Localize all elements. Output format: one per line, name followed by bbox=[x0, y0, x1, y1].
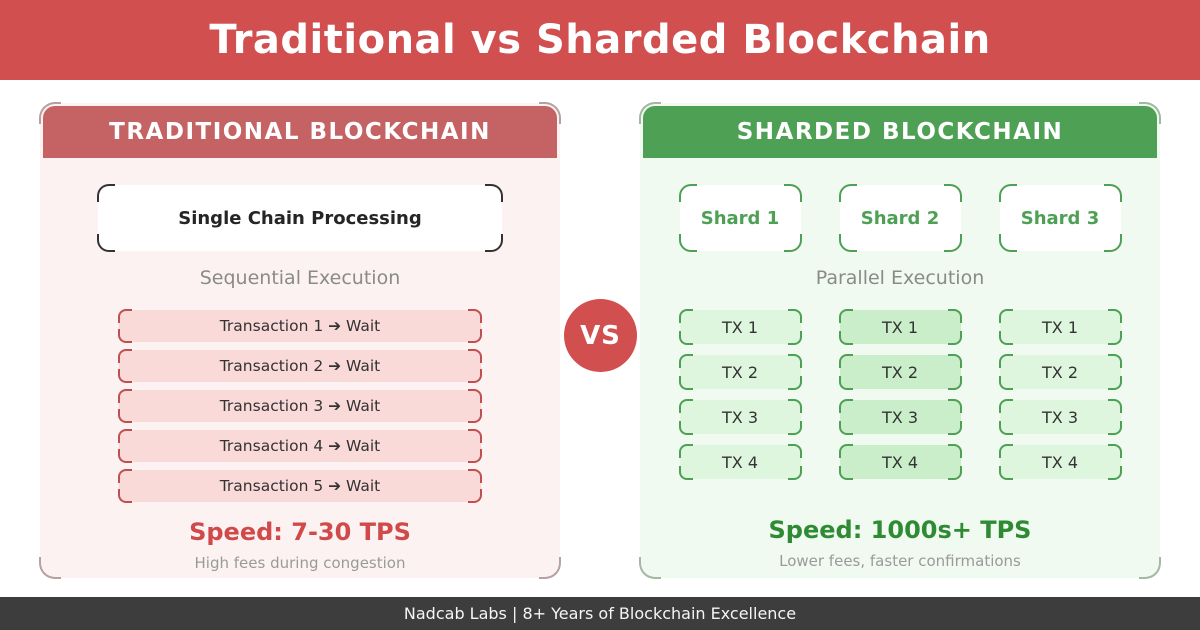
sharded-panel-header: SHARDED BLOCKCHAIN bbox=[643, 106, 1157, 158]
traditional-panel-header: TRADITIONAL BLOCKCHAIN bbox=[43, 106, 557, 158]
shard-2-tx-cell: TX 3 bbox=[838, 399, 962, 435]
title-banner: Traditional vs Sharded Blockchain bbox=[0, 0, 1200, 80]
shard-1-tx-cell: TX 3 bbox=[678, 399, 802, 435]
shard-3-tx-cell: TX 2 bbox=[998, 354, 1122, 390]
shard-box: Shard 2 bbox=[838, 184, 962, 252]
shard-2-tx-cell-label: TX 2 bbox=[882, 362, 918, 382]
shard-2-tx-cell-label: TX 1 bbox=[882, 317, 918, 337]
shard-3-tx-cell-label: TX 2 bbox=[1042, 362, 1078, 382]
sequential-execution-label: Sequential Execution bbox=[199, 267, 401, 289]
shard-3-tx-cell-label: TX 1 bbox=[1042, 317, 1078, 337]
transaction-row-label: Transaction 1 ➔ Wait bbox=[219, 317, 381, 335]
parallel-execution-label: Parallel Execution bbox=[815, 267, 985, 289]
shard-1-tx-column: TX 1 TX 2 TX 3 TX 4 bbox=[678, 309, 802, 480]
shard-1-tx-cell-label: TX 2 bbox=[722, 362, 758, 382]
shard-box-label: Shard 1 bbox=[700, 207, 780, 229]
shard-3-tx-column: TX 1 TX 2 TX 3 TX 4 bbox=[998, 309, 1122, 480]
shard-2-tx-column: TX 1 TX 2 TX 3 TX 4 bbox=[838, 309, 962, 480]
transaction-list: Transaction 1 ➔ Wait Transaction 2 ➔ Wait… bbox=[40, 309, 560, 503]
shard-box: Shard 1 bbox=[678, 184, 802, 252]
transaction-row: Transaction 1 ➔ Wait bbox=[118, 309, 482, 343]
shard-box: Shard 3 bbox=[998, 184, 1122, 252]
traditional-panel: TRADITIONAL BLOCKCHAIN Single Chain Proc… bbox=[39, 102, 561, 579]
sharded-speed-text: Speed: 1000s+ TPS bbox=[768, 516, 1032, 544]
shard-2-tx-cell: TX 2 bbox=[838, 354, 962, 390]
footer-text: Nadcab Labs | 8+ Years of Blockchain Exc… bbox=[403, 604, 797, 623]
footer-bar: Nadcab Labs | 8+ Years of Blockchain Exc… bbox=[0, 597, 1200, 630]
transaction-row-label: Transaction 5 ➔ Wait bbox=[219, 477, 381, 495]
tx-grid: TX 1 TX 2 TX 3 TX 4 TX 1 TX 2 TX 3 TX 4 TX 1 TX 2… bbox=[640, 309, 1160, 480]
vs-label: VS bbox=[580, 320, 621, 351]
main-title: Traditional vs Sharded Blockchain bbox=[209, 17, 991, 63]
shard-1-tx-cell: TX 4 bbox=[678, 444, 802, 480]
traditional-speed-text: Speed: 7-30 TPS bbox=[189, 518, 411, 546]
transaction-row: Transaction 2 ➔ Wait bbox=[118, 349, 482, 383]
shard-3-tx-cell: TX 1 bbox=[998, 309, 1122, 345]
shard-2-tx-cell-label: TX 4 bbox=[882, 452, 918, 472]
shard-3-tx-cell-label: TX 4 bbox=[1042, 452, 1078, 472]
shard-3-tx-cell: TX 4 bbox=[998, 444, 1122, 480]
sharded-panel: SHARDED BLOCKCHAIN Shard 1 Shard 2 Shard 3… bbox=[639, 102, 1161, 579]
transaction-row-label: Transaction 3 ➔ Wait bbox=[219, 397, 381, 415]
shard-1-tx-cell: TX 1 bbox=[678, 309, 802, 345]
transaction-row: Transaction 5 ➔ Wait bbox=[118, 469, 482, 503]
vs-badge: VS bbox=[564, 299, 637, 372]
transaction-row: Transaction 3 ➔ Wait bbox=[118, 389, 482, 423]
shard-2-tx-cell: TX 4 bbox=[838, 444, 962, 480]
shard-box-label: Shard 3 bbox=[1020, 207, 1100, 229]
transaction-row-label: Transaction 2 ➔ Wait bbox=[219, 357, 381, 375]
shard-1-tx-cell-label: TX 4 bbox=[722, 452, 758, 472]
transaction-row-label: Transaction 4 ➔ Wait bbox=[219, 437, 381, 455]
single-chain-box: Single Chain Processing bbox=[97, 184, 503, 252]
shard-row: Shard 1 Shard 2 Shard 3 bbox=[640, 184, 1160, 252]
single-chain-label: Single Chain Processing bbox=[178, 207, 422, 229]
traditional-note-text: High fees during congestion bbox=[194, 554, 406, 572]
transaction-row: Transaction 4 ➔ Wait bbox=[118, 429, 482, 463]
shard-1-tx-cell-label: TX 3 bbox=[722, 407, 758, 427]
sharded-note-text: Lower fees, faster confirmations bbox=[779, 552, 1021, 570]
shard-1-tx-cell: TX 2 bbox=[678, 354, 802, 390]
shard-3-tx-cell-label: TX 3 bbox=[1042, 407, 1078, 427]
shard-3-tx-cell: TX 3 bbox=[998, 399, 1122, 435]
shard-1-tx-cell-label: TX 1 bbox=[722, 317, 758, 337]
shard-2-tx-cell-label: TX 3 bbox=[882, 407, 918, 427]
shard-2-tx-cell: TX 1 bbox=[838, 309, 962, 345]
shard-box-label: Shard 2 bbox=[860, 207, 940, 229]
